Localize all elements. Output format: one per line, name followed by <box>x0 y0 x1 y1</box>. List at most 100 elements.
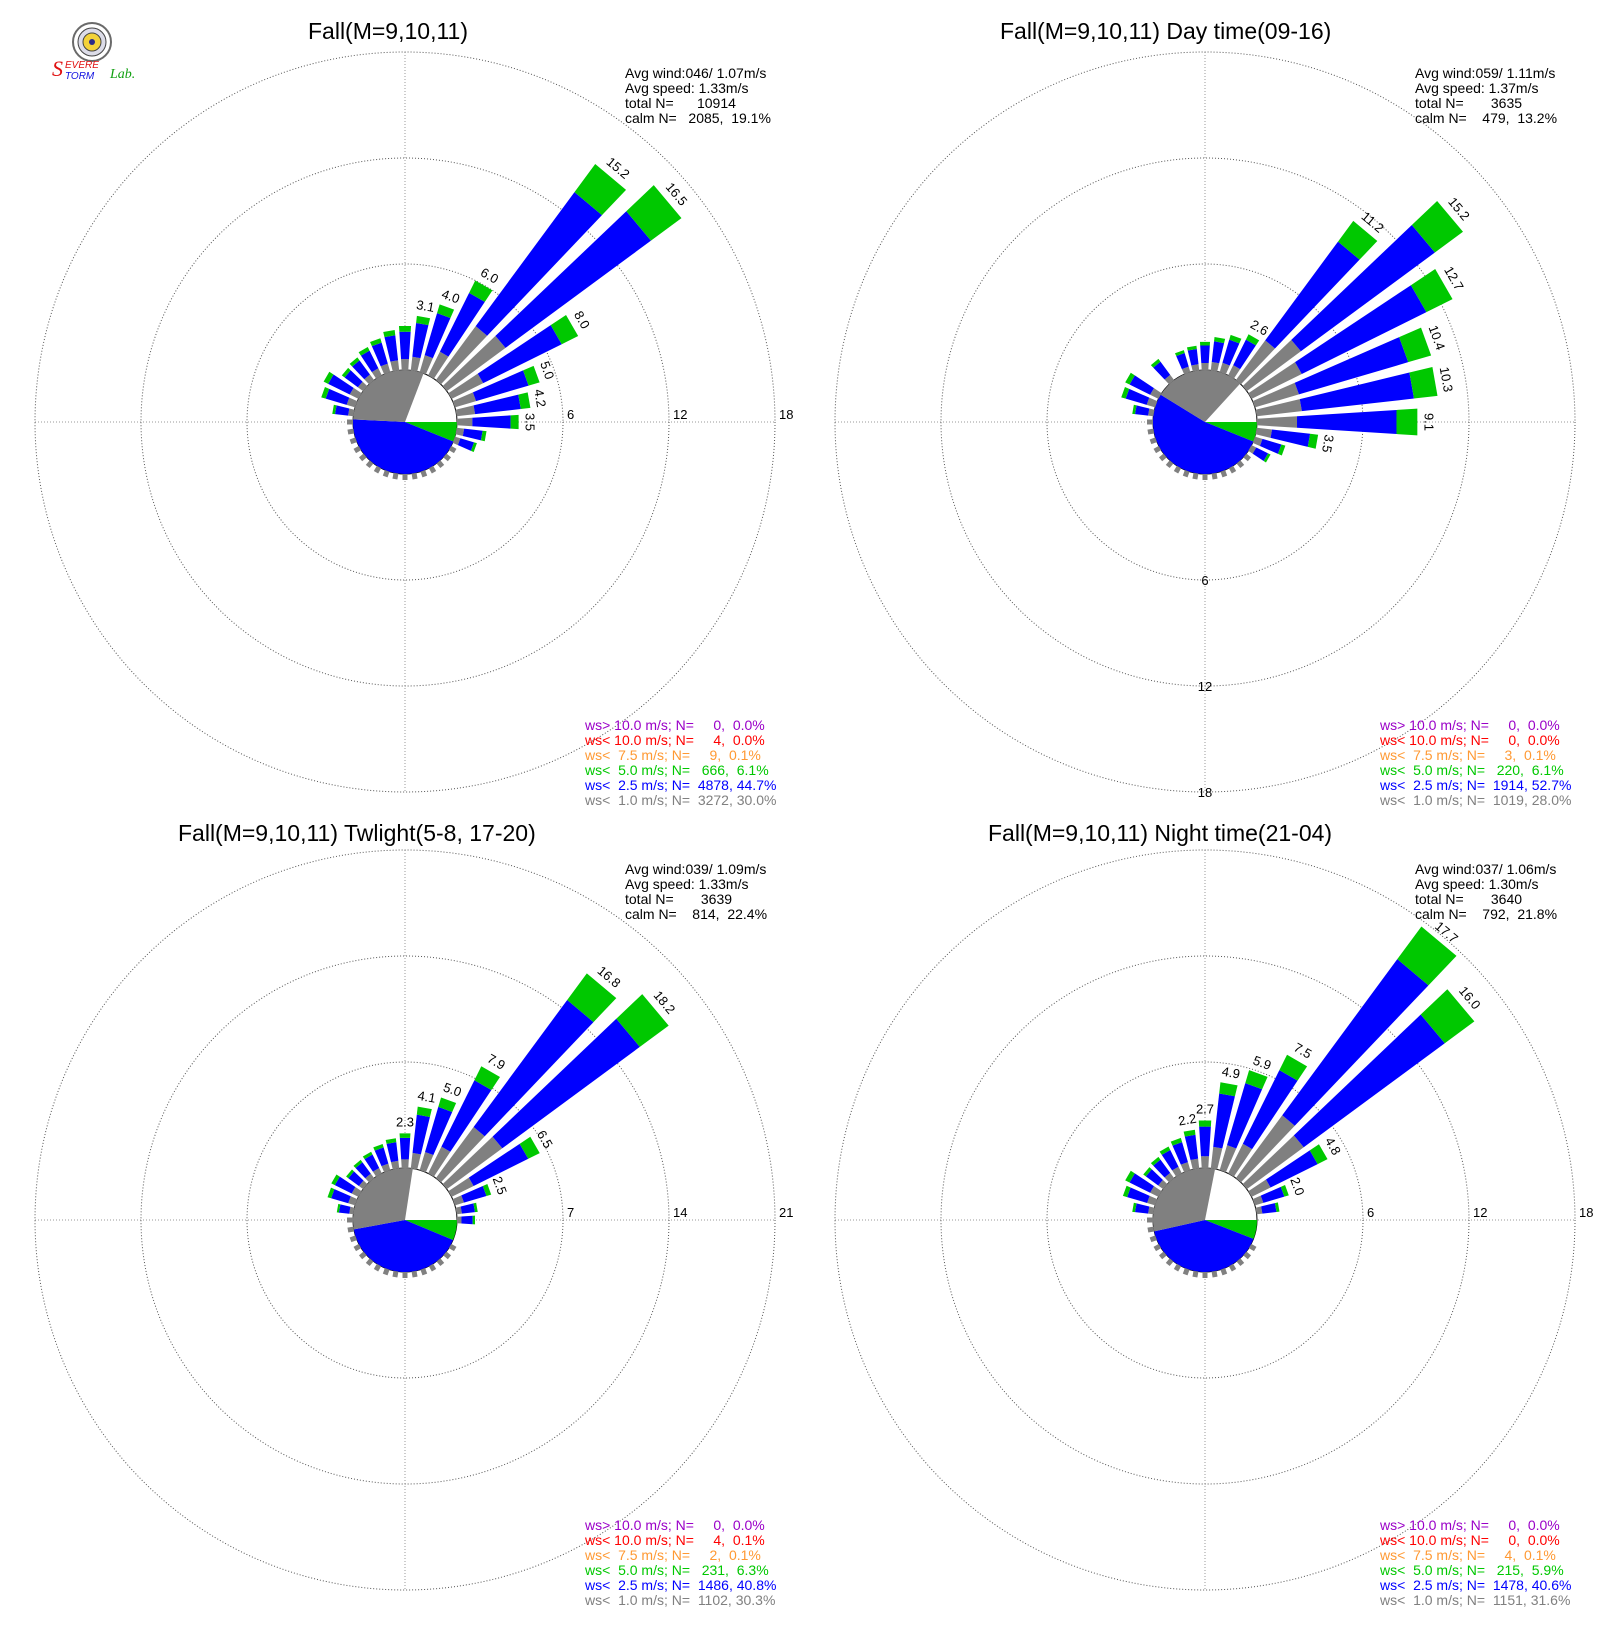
petal-segment <box>390 360 400 372</box>
petal-tick <box>382 1268 390 1276</box>
petal-label: 3.5 <box>1319 433 1337 453</box>
petal-segment <box>474 1066 500 1091</box>
petal-segment <box>410 1152 421 1170</box>
legend-lt2-5: ws< 2.5 m/s; N= 1486, 40.8% <box>585 1577 777 1593</box>
ring-circle <box>1046 1061 1364 1379</box>
petal-segment <box>442 1136 503 1190</box>
petal-tick <box>1165 460 1174 469</box>
petal-segment <box>1132 404 1137 415</box>
petal-segment <box>399 1137 411 1160</box>
ring-label: 18 <box>1579 1205 1593 1220</box>
petal-label: 3.5 <box>522 413 537 431</box>
petal-segment <box>473 1000 594 1137</box>
petal-segment <box>374 1147 389 1167</box>
legend-gt10: ws> 10.0 m/s; N= 0, 0.0% <box>585 717 765 733</box>
windrose-panel-fall-daytime: 6 12 18 2.6 11.2 15.2 12.7 10.4 10.3 9.1 3.5 Fall(… <box>810 0 1620 820</box>
petal-segment <box>477 325 562 384</box>
petal-segment <box>358 1180 368 1190</box>
petal-label: 7.5 <box>1291 1040 1314 1062</box>
petal-segment <box>439 292 485 357</box>
petal-tick <box>1149 1235 1157 1243</box>
petal-segment <box>1150 358 1161 368</box>
petal-segment <box>410 356 421 372</box>
petal-segment <box>334 1176 356 1194</box>
petal-segment <box>371 368 382 379</box>
petal-segment <box>1270 429 1311 447</box>
petal-tick <box>1182 1268 1190 1276</box>
calm-slice <box>405 1220 457 1241</box>
petal-segment <box>1127 1187 1150 1203</box>
stats-block: Avg wind:039/ 1.09m/s Avg speed: 1.33m/s… <box>625 862 767 922</box>
petal-segment <box>334 405 350 416</box>
petal-tick <box>349 1235 357 1243</box>
petal-segment <box>1132 1202 1137 1213</box>
petal-segment <box>448 373 484 399</box>
legend-gt10: ws> 10.0 m/s; N= 0, 0.0% <box>1380 1517 1560 1533</box>
ring-circle <box>34 51 776 793</box>
legend-gt10: ws> 10.0 m/s; N= 0, 0.0% <box>585 1517 765 1533</box>
petal-segment <box>469 280 493 302</box>
petal-label: 2.7 <box>1196 1102 1214 1117</box>
petal-segment <box>1129 375 1154 395</box>
petal-segment <box>416 315 431 326</box>
petal-tick <box>1192 1270 1199 1278</box>
legend-lt1: ws< 1.0 m/s; N= 3272, 30.0% <box>585 792 777 808</box>
petal-label: 7.9 <box>485 1051 508 1073</box>
petal-segment <box>1261 1203 1277 1214</box>
legend-lt5: ws< 5.0 m/s; N= 215, 5.9% <box>1380 1562 1564 1578</box>
ring-label: 12 <box>1473 1205 1487 1220</box>
petal-segment <box>371 342 388 367</box>
ring-label: 6 <box>1201 573 1208 588</box>
svg-text:TORM: TORM <box>65 71 95 82</box>
petal-segment <box>1280 1185 1289 1197</box>
petal-segment <box>419 355 433 375</box>
petal-segment <box>362 1151 373 1160</box>
petal-segment <box>1187 348 1199 366</box>
petal-segment <box>482 1184 492 1197</box>
petal-segment <box>321 387 330 399</box>
ring-label: 18 <box>1198 785 1212 800</box>
ring-circle <box>246 1061 564 1379</box>
ring-label: 6 <box>567 407 574 422</box>
petal-segment <box>1229 334 1242 344</box>
petal-segment <box>1252 436 1263 447</box>
petal-segment <box>1299 372 1415 412</box>
petal-segment <box>1410 269 1453 313</box>
petal-segment <box>1265 241 1360 349</box>
petal-segment <box>492 1018 640 1149</box>
petal-segment <box>1397 926 1457 986</box>
petal-segment <box>384 335 399 362</box>
petal-segment <box>462 428 483 441</box>
petal-segment <box>523 365 540 386</box>
calm-slice <box>405 422 457 442</box>
petal-tick <box>392 1270 399 1278</box>
petal-label: 5.0 <box>441 1079 463 1099</box>
petal-segment <box>1199 1126 1211 1157</box>
petal-segment <box>346 1169 354 1179</box>
petal-tick <box>443 453 452 462</box>
petal-segment <box>1235 340 1275 385</box>
petal-segment <box>325 388 350 405</box>
windrose-panel-fall-all: 6 12 18 3.1 4.0 6.0 15.2 16.5 8.0 5.0 4.2 3.5 Fall(… <box>0 0 810 820</box>
petal-segment <box>1164 1172 1175 1183</box>
petal-tick <box>1243 453 1252 462</box>
petal-label: 3.1 <box>415 297 435 315</box>
petal-segment <box>419 1151 434 1173</box>
petal-segment <box>1210 1146 1223 1170</box>
calm-slice <box>1205 422 1257 442</box>
petal-segment <box>373 1143 384 1151</box>
petal-segment <box>1279 1054 1308 1081</box>
petal-segment <box>1396 408 1418 436</box>
petal-tick <box>448 1243 457 1252</box>
petal-tick <box>382 470 390 478</box>
petal-tick <box>448 445 457 454</box>
petal-segment <box>1150 1156 1161 1166</box>
petal-segment <box>1227 1083 1263 1149</box>
petal-tick <box>1147 428 1155 435</box>
calm-slice <box>1160 370 1241 422</box>
petal-tick <box>428 465 437 474</box>
petal-segment <box>355 1162 371 1179</box>
calm-slice <box>1153 1168 1216 1232</box>
petal-segment <box>1245 334 1260 346</box>
petal-segment <box>1198 1120 1212 1127</box>
